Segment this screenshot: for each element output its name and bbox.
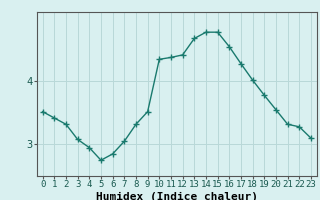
X-axis label: Humidex (Indice chaleur): Humidex (Indice chaleur) (96, 192, 258, 200)
